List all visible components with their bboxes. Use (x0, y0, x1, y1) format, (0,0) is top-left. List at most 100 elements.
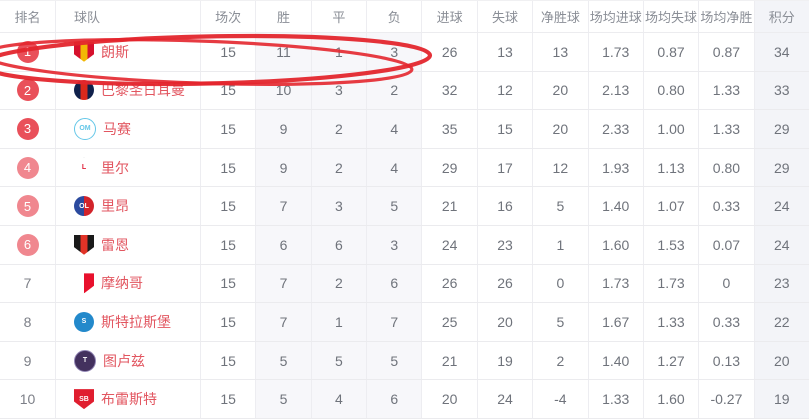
col-header-goal_diff: 净胜球 (532, 1, 587, 32)
stat-cell-goals_against: 12 (476, 71, 532, 110)
stat-cell-goals_for: 24 (421, 225, 476, 264)
col-header-points: 积分 (753, 1, 809, 32)
stat-cell-goal_diff: 5 (532, 303, 587, 341)
team-name: 斯特拉斯堡 (101, 313, 171, 330)
stat-cell-avg_goals_for: 2.33 (587, 110, 643, 148)
rank-badge: 6 (16, 233, 39, 256)
stat-cell-points: 19 (753, 380, 809, 418)
table-row: 8 S 斯特拉斯堡 15 7 1 7 25 20 5 1.67 1.33 0.33 22 (0, 303, 809, 342)
stat-cell-wins: 11 (255, 33, 311, 71)
stat-cell-wins: 7 (255, 187, 311, 225)
stat-cell-wins: 6 (255, 225, 311, 264)
team-logo-icon (74, 234, 94, 255)
stat-cell-played: 15 (200, 148, 255, 187)
team-logo-icon: OL (74, 196, 94, 217)
stat-cell-goals_for: 32 (421, 71, 476, 110)
stat-cell-points: 20 (753, 341, 809, 380)
stat-cell-avg_goals_for: 1.67 (587, 303, 643, 341)
stat-cell-avg_goals_against: 1.73 (642, 264, 698, 303)
stat-cell-avg_goal_diff: 0.13 (698, 341, 753, 380)
table-row: 4 L 里尔 15 9 2 4 29 17 12 1.93 1.13 0.80 29 (0, 148, 809, 188)
stat-cell-draws: 1 (310, 33, 367, 71)
team-cell[interactable]: 摩纳哥 (55, 264, 200, 303)
stat-cell-avg_goal_diff: 1.33 (698, 110, 753, 148)
rank-cell: 10 (0, 380, 55, 418)
stat-cell-draws: 3 (310, 71, 367, 110)
stat-cell-avg_goals_for: 2.13 (587, 71, 643, 110)
stat-cell-wins: 9 (255, 110, 311, 148)
stat-cell-losses: 3 (366, 33, 422, 71)
team-cell[interactable]: L 里尔 (55, 148, 200, 187)
team-logo-icon: T (74, 349, 96, 372)
table-row: 7 摩纳哥 15 7 2 6 26 26 0 1.73 1.73 0 23 (0, 264, 809, 304)
stat-cell-avg_goals_against: 1.07 (642, 187, 698, 225)
col-header-losses: 负 (366, 1, 421, 32)
stat-cell-goals_for: 29 (421, 148, 476, 187)
stat-cell-wins: 9 (255, 148, 311, 187)
team-logo-icon: OM (74, 117, 96, 140)
rank-cell: 7 (0, 265, 55, 303)
table-row: 1 朗斯 15 11 1 3 26 13 13 1.73 0.87 0.87 34 (0, 33, 809, 72)
team-cell[interactable]: 雷恩 (55, 225, 200, 264)
stat-cell-points: 24 (753, 187, 809, 225)
stat-cell-avg_goals_for: 1.33 (587, 380, 643, 418)
col-header-goals_against: 失球 (476, 1, 532, 32)
stat-cell-played: 15 (200, 380, 255, 418)
rank-number: 10 (19, 391, 36, 408)
stat-cell-goal_diff: 20 (532, 71, 587, 110)
stat-cell-goals_for: 26 (421, 33, 476, 71)
team-logo-icon (74, 273, 94, 294)
stat-cell-avg_goals_against: 1.00 (642, 110, 698, 148)
team-cell[interactable]: 巴黎圣日耳曼 (55, 71, 200, 110)
stat-cell-goals_for: 35 (421, 110, 476, 148)
stat-cell-goal_diff: 20 (532, 110, 587, 148)
stat-cell-draws: 2 (310, 110, 367, 148)
team-cell[interactable]: OM 马赛 (55, 110, 200, 148)
team-cell[interactable]: S 斯特拉斯堡 (55, 303, 200, 341)
stat-cell-avg_goal_diff: 0.87 (698, 33, 753, 71)
rank-cell: 4 (0, 149, 55, 187)
stat-cell-points: 23 (753, 264, 809, 303)
stat-cell-points: 33 (753, 71, 809, 110)
stat-cell-draws: 6 (310, 225, 367, 264)
team-name: 朗斯 (101, 43, 129, 60)
col-header-draws: 平 (310, 1, 366, 32)
stat-cell-played: 15 (200, 264, 255, 303)
team-name: 马赛 (103, 120, 131, 137)
stat-cell-losses: 5 (366, 341, 422, 380)
stat-cell-avg_goal_diff: -0.27 (698, 380, 753, 418)
stat-cell-points: 34 (753, 33, 809, 71)
stat-cell-avg_goals_against: 1.60 (642, 380, 698, 418)
team-cell[interactable]: OL 里昂 (55, 187, 200, 225)
table-row: 10 SB 布雷斯特 15 5 4 6 20 24 -4 1.33 1.60 -0.27 19 (0, 380, 809, 419)
team-logo-icon (74, 41, 94, 62)
stat-cell-draws: 5 (310, 341, 367, 380)
table-row: 2 巴黎圣日耳曼 15 10 3 2 32 12 20 2.13 0.80 1.33 33 (0, 71, 809, 111)
team-cell[interactable]: T 图卢兹 (55, 341, 200, 380)
stat-cell-played: 15 (200, 225, 255, 264)
stat-cell-avg_goals_for: 1.93 (587, 148, 643, 187)
stat-cell-goals_against: 17 (476, 148, 532, 187)
stat-cell-avg_goal_diff: 0 (698, 264, 753, 303)
team-logo-icon: S (74, 311, 94, 332)
stat-cell-goals_for: 20 (421, 380, 476, 418)
stat-cell-avg_goals_for: 1.60 (587, 225, 643, 264)
rank-badge: 5 (16, 195, 39, 218)
team-cell[interactable]: 朗斯 (55, 33, 200, 71)
team-name: 图卢兹 (103, 352, 145, 369)
rank-cell: 5 (0, 187, 55, 225)
rank-cell: 8 (0, 303, 55, 341)
stat-cell-losses: 6 (366, 380, 422, 418)
stat-cell-goal_diff: 0 (532, 264, 587, 303)
stat-cell-draws: 1 (310, 303, 367, 341)
table-row: 6 雷恩 15 6 6 3 24 23 1 1.60 1.53 0.07 24 (0, 225, 809, 265)
stat-cell-avg_goals_against: 1.53 (642, 225, 698, 264)
team-cell[interactable]: SB 布雷斯特 (55, 380, 200, 418)
rank-number: 9 (23, 352, 32, 369)
stat-cell-wins: 7 (255, 264, 311, 303)
stat-cell-wins: 5 (255, 341, 311, 380)
stat-cell-points: 29 (753, 110, 809, 148)
rank-badge: 2 (16, 79, 39, 102)
stat-cell-avg_goals_for: 1.73 (587, 264, 643, 303)
